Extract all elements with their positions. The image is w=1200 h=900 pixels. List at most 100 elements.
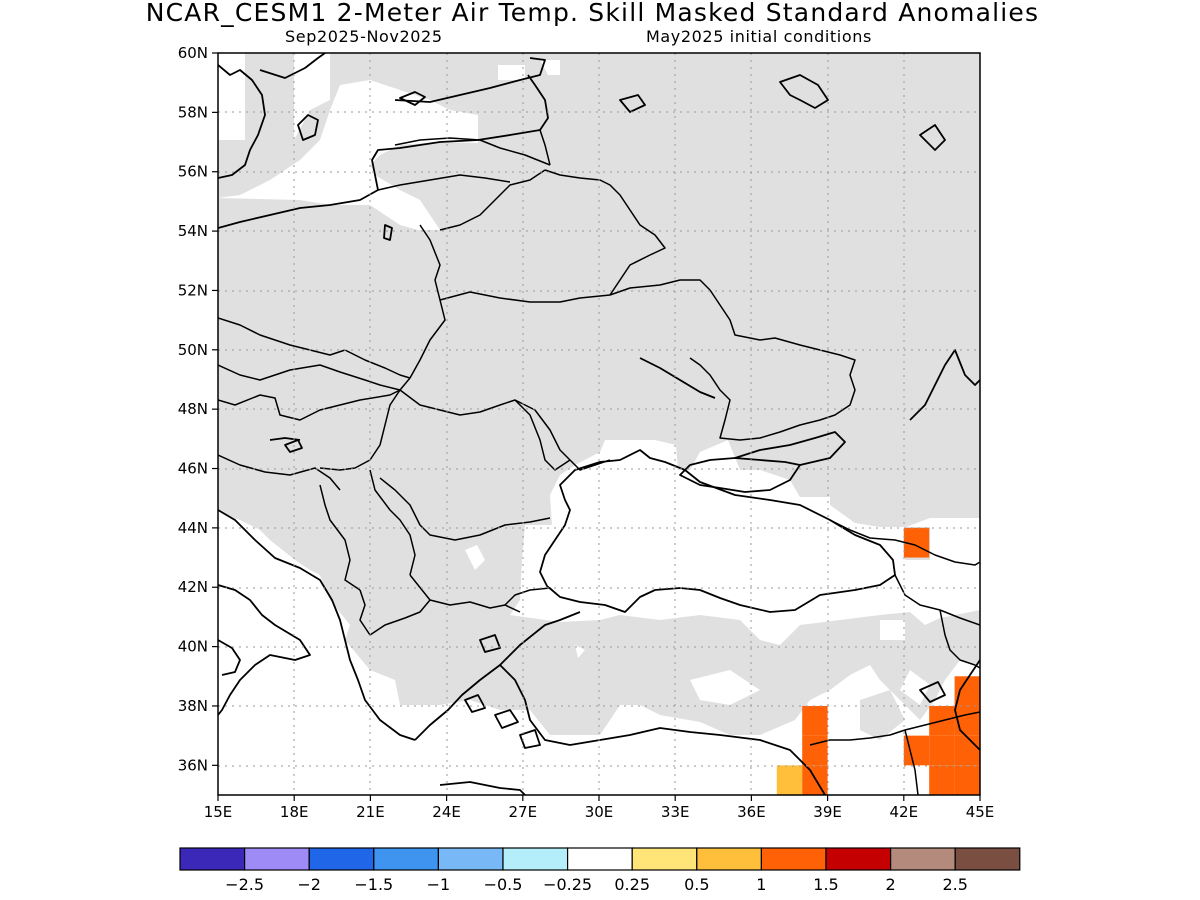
- anomaly-cells: [776, 527, 980, 795]
- map-title: NCAR_CESM1 2-Meter Air Temp. Skill Maske…: [145, 0, 1040, 27]
- initial-conditions: May2025 initial conditions: [646, 27, 872, 46]
- colorbar-swatch: [631, 847, 698, 871]
- lake-van: [919, 681, 946, 703]
- colorbar-label: 2.5: [942, 875, 967, 894]
- baltic-coastline: [218, 74, 549, 229]
- country-borders: [218, 129, 980, 795]
- lon-tick-label: 27E: [509, 803, 538, 821]
- anomaly-cell: [802, 765, 828, 795]
- forecast-period: Sep2025-Nov2025: [285, 27, 443, 46]
- aegean-islands-1: [464, 694, 486, 713]
- gotland-island: [297, 114, 319, 141]
- lat-tick-label: 60N: [178, 44, 208, 62]
- aegean-islands-3: [519, 729, 541, 749]
- italy-heel: [218, 639, 241, 676]
- colorbar-swatch: [502, 847, 569, 871]
- anomaly-cell: [929, 765, 955, 795]
- lon-tick-label: 30E: [585, 803, 614, 821]
- lat-tick-label: 58N: [178, 103, 208, 121]
- colorbar-swatch: [760, 847, 827, 871]
- border-turkey-syria: [809, 711, 980, 746]
- border-czech-slovakia: [218, 364, 411, 391]
- colorbar-swatch: [825, 847, 892, 871]
- border-serbia-romania: [369, 469, 416, 576]
- sweden-coast: [218, 64, 266, 179]
- lon-tick-label: 15E: [204, 803, 233, 821]
- lon-tick-label: 39E: [813, 803, 842, 821]
- colorbar-label: −2.5: [225, 875, 264, 894]
- greece-aegean-coast: [414, 611, 581, 741]
- turkey-aegean-coast: [499, 664, 826, 795]
- lake-balaton: [284, 439, 303, 453]
- lake-ladoga: [619, 94, 646, 113]
- border-russia-georgia: [829, 519, 980, 566]
- colorbar-label: −2: [297, 875, 321, 894]
- danube-river: [269, 437, 301, 441]
- colorbar-swatch: [437, 847, 504, 871]
- anomaly-cell: [954, 705, 980, 736]
- italy-coast: [218, 584, 311, 716]
- colorbar-swatch: [179, 847, 246, 871]
- anomaly-cell: [954, 735, 980, 766]
- sea-of-azov: [734, 431, 846, 466]
- anomaly-cell: [802, 705, 828, 736]
- border-turkey-iran: [939, 609, 980, 669]
- colorbar-label: 0.5: [684, 875, 709, 894]
- colorbar-label: −1: [427, 875, 451, 894]
- colorbar-label: 1: [756, 875, 766, 894]
- anomaly-cell: [929, 735, 955, 766]
- lake-onega: [779, 74, 829, 109]
- lat-tick-label: 42N: [178, 578, 208, 596]
- lon-gridlines: [293, 53, 905, 795]
- lat-tick-label: 40N: [178, 638, 208, 656]
- border-macedonia-albania: [359, 589, 431, 636]
- lat-tick-label: 44N: [178, 519, 208, 537]
- anomaly-cell: [776, 765, 803, 795]
- border-latvia-lithuania: [377, 174, 511, 191]
- border-hungary-croatia: [218, 454, 341, 491]
- border-moldova: [514, 399, 611, 471]
- caspian-coast: [954, 659, 980, 751]
- lat-tick-label: 56N: [178, 163, 208, 181]
- anomaly-cell: [802, 735, 828, 766]
- lat-tick-label: 46N: [178, 460, 208, 478]
- lat-tick-label: 38N: [178, 697, 208, 715]
- vistula-lagoon: [383, 224, 393, 241]
- axes: 15E 18E 21E 24E 27E 30E 33E 36E 39E 42E 45E 36N 38N 4…: [178, 44, 995, 821]
- colorbar-swatch: [954, 847, 1021, 871]
- colorbar-swatch: [373, 847, 439, 871]
- colorbar-label: 2: [886, 875, 896, 894]
- colorbar-swatch: [566, 847, 633, 871]
- aegean-islands-2: [494, 709, 519, 729]
- lon-tick-label: 18E: [280, 803, 309, 821]
- crete-island: [439, 781, 526, 795]
- border-ukraine-russia: [689, 289, 856, 441]
- colorbar-label: 0.25: [614, 875, 650, 894]
- lon-tick-label: 42E: [890, 803, 919, 821]
- border-estonia-russia: [539, 129, 551, 166]
- colorbar-swatch: [696, 847, 762, 871]
- lon-tick-label: 36E: [737, 803, 766, 821]
- lat-tick-label: 52N: [178, 281, 208, 299]
- colorbar-label: 1.5: [813, 875, 838, 894]
- border-belarus-russia: [544, 169, 666, 296]
- colorbar-swatch: [244, 847, 310, 871]
- border-romania-bulgaria: [379, 477, 551, 541]
- anomaly-cell: [954, 765, 980, 795]
- colorbar-swatch: [889, 847, 956, 871]
- border-poland-west: [218, 317, 411, 379]
- volga-river: [909, 349, 980, 421]
- border-austria-hungary: [218, 389, 401, 421]
- anomaly-cell: [954, 676, 980, 706]
- gulf-of-finland: [394, 57, 546, 103]
- colorbar-label: −0.5: [484, 875, 523, 894]
- adriatic-coast-east: [218, 509, 416, 741]
- border-belarus-ukraine: [439, 279, 711, 303]
- colorbar-label: −0.25: [543, 875, 592, 894]
- lat-tick-label: 36N: [178, 756, 208, 774]
- lat-tick-label: 48N: [178, 400, 208, 418]
- colorbar-label: −1.5: [354, 875, 393, 894]
- lat-tick-label: 50N: [178, 341, 208, 359]
- dnieper-reservoir: [639, 357, 716, 399]
- aegean-islands-4: [479, 634, 501, 653]
